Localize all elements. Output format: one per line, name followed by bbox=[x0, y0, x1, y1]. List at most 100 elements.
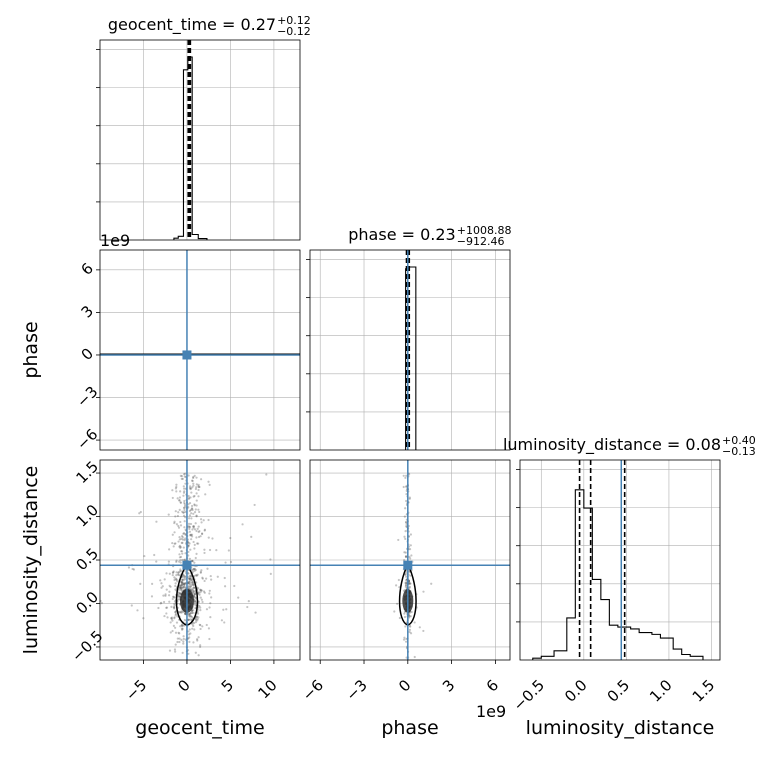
scatter-geocent_time-luminosity_distance-point bbox=[201, 532, 204, 536]
scatter-geocent_time-luminosity_distance-point bbox=[171, 489, 174, 492]
scatter-phase-luminosity_distance-point bbox=[403, 636, 406, 639]
scatter-geocent_time-luminosity_distance-point bbox=[190, 504, 194, 508]
scatter-geocent_time-luminosity_distance-point bbox=[197, 600, 200, 603]
scatter-geocent_time-luminosity_distance-point bbox=[188, 527, 191, 530]
content-layer bbox=[99, 40, 704, 660]
scatter-geocent_time-luminosity_distance-point bbox=[189, 575, 193, 578]
scatter-geocent_time-luminosity_distance-point bbox=[188, 575, 191, 578]
scatter-geocent_time-luminosity_distance-point bbox=[192, 609, 195, 612]
scatter-geocent_time-luminosity_distance-point bbox=[192, 476, 195, 480]
scatter-geocent_time-luminosity_distance-point bbox=[181, 538, 185, 541]
xtick-label-luminosity_distance: 1.0 bbox=[646, 676, 676, 706]
scatter-geocent_time-luminosity_distance-point bbox=[178, 586, 182, 589]
scatter-phase-luminosity_distance-point bbox=[410, 610, 413, 614]
scatter-phase-luminosity_distance-point bbox=[404, 476, 407, 479]
scatter-geocent_time-luminosity_distance-point bbox=[180, 474, 184, 478]
scatter-geocent_time-luminosity_distance-point bbox=[188, 577, 191, 580]
scatter-geocent_time-luminosity_distance-point bbox=[180, 638, 183, 641]
scatter-geocent_time-luminosity_distance-point bbox=[200, 589, 203, 592]
scatter-geocent_time-luminosity_distance-point bbox=[168, 548, 171, 551]
scatter-geocent_time-luminosity_distance-point bbox=[189, 578, 192, 581]
ylabel-luminosity_distance: luminosity_distance bbox=[20, 466, 42, 655]
scatter-geocent_time-luminosity_distance-point bbox=[192, 568, 195, 571]
scatter-geocent_time-luminosity_distance-point bbox=[190, 583, 193, 586]
scatter-geocent_time-luminosity_distance-point bbox=[198, 510, 201, 514]
scatter-geocent_time-luminosity_distance-point bbox=[181, 651, 184, 654]
ytick-label-phase: 0 bbox=[78, 345, 97, 364]
scatter-geocent_time-luminosity_distance-point bbox=[193, 543, 196, 546]
scatter-geocent_time-luminosity_distance-point bbox=[191, 528, 194, 531]
scatter-geocent_time-luminosity_distance-point bbox=[177, 593, 180, 597]
scatter-geocent_time-luminosity_distance-point bbox=[183, 499, 186, 503]
scatter-geocent_time-luminosity_distance-point bbox=[150, 595, 154, 598]
scatter-geocent_time-luminosity_distance-point bbox=[192, 624, 195, 628]
scatter-geocent_time-luminosity_distance-point bbox=[190, 533, 193, 536]
scatter-geocent_time-luminosity_distance-point bbox=[192, 482, 195, 485]
scatter-geocent_time-luminosity_distance-point bbox=[199, 570, 202, 573]
scatter-geocent_time-luminosity_distance-point bbox=[190, 615, 194, 619]
scatter-geocent_time-luminosity_distance-point bbox=[187, 581, 191, 584]
scatter-geocent_time-luminosity_distance-point bbox=[165, 606, 169, 609]
scatter-geocent_time-luminosity_distance-point bbox=[178, 570, 181, 573]
hist-phase-frame bbox=[309, 249, 511, 451]
scatter-geocent_time-luminosity_distance-point bbox=[197, 542, 200, 545]
scatter-phase-luminosity_distance-point bbox=[404, 555, 408, 559]
scatter-geocent_time-luminosity_distance-point bbox=[192, 583, 195, 587]
scatter-geocent_time-luminosity_distance-point bbox=[180, 581, 184, 584]
scatter-geocent_time-luminosity_distance-point bbox=[180, 581, 184, 585]
scatter-geocent_time-luminosity_distance-point bbox=[201, 600, 204, 604]
scatter-geocent_time-luminosity_distance-point bbox=[188, 582, 191, 586]
scatter-geocent_time-luminosity_distance-point bbox=[253, 503, 256, 507]
scatter-geocent_time-luminosity_distance-point bbox=[189, 534, 192, 537]
scatter-geocent_time-luminosity_distance-point bbox=[200, 598, 203, 601]
scatter-geocent_time-luminosity_distance-point bbox=[139, 510, 142, 514]
scatter-geocent_time-luminosity_distance-point bbox=[254, 611, 257, 614]
scatter-geocent_time-luminosity_distance-point bbox=[195, 552, 198, 555]
scatter-geocent_time-luminosity_distance-point bbox=[179, 474, 182, 477]
scatter-geocent_time-luminosity_distance-point bbox=[204, 493, 207, 496]
scatter-geocent_time-luminosity_distance-point bbox=[173, 602, 176, 606]
scatter-geocent_time-luminosity_distance-point bbox=[207, 480, 210, 483]
scatter-geocent_time-luminosity_distance-point bbox=[178, 545, 181, 548]
scatter-geocent_time-luminosity_distance-point bbox=[208, 589, 211, 592]
scatter-geocent_time-luminosity_distance-point bbox=[183, 575, 186, 578]
scatter-geocent_time-luminosity_distance-point bbox=[174, 577, 177, 580]
scatter-phase-luminosity_distance-point bbox=[408, 628, 411, 631]
scatter-geocent_time-luminosity_distance-point bbox=[179, 584, 183, 587]
scatter-geocent_time-luminosity_distance-point bbox=[188, 615, 191, 618]
scatter-geocent_time-luminosity_distance-point bbox=[190, 538, 193, 541]
scatter-geocent_time-luminosity_distance-point bbox=[182, 574, 185, 577]
scatter-geocent_time-luminosity_distance-point bbox=[188, 557, 192, 560]
scatter-geocent_time-luminosity_distance-point bbox=[190, 578, 193, 582]
scatter-geocent_time-luminosity_distance-point bbox=[163, 614, 166, 618]
ytick-label-luminosity_distance: 0.0 bbox=[72, 588, 102, 618]
scatter-geocent_time-luminosity_distance-point bbox=[192, 589, 195, 592]
scatter-geocent_time-luminosity_distance-point bbox=[173, 604, 176, 607]
scatter-geocent_time-luminosity_distance-point bbox=[188, 636, 191, 639]
scatter-geocent_time-luminosity_distance-point bbox=[197, 535, 201, 539]
scatter-geocent_time-luminosity_distance-point bbox=[189, 508, 192, 512]
scatter-geocent_time-luminosity_distance-point bbox=[179, 610, 182, 613]
xtick-label-geocent_time: 0 bbox=[174, 676, 193, 695]
scatter-geocent_time-luminosity_distance-point bbox=[187, 630, 190, 633]
scatter-geocent_time-luminosity_distance-point bbox=[193, 600, 197, 603]
scatter-geocent_time-luminosity_distance-point bbox=[208, 592, 211, 595]
scatter-geocent_time-luminosity_distance-point bbox=[188, 514, 192, 517]
ytick-label-phase: 3 bbox=[78, 302, 97, 321]
scatter-geocent_time-luminosity_distance-point bbox=[187, 497, 190, 501]
scatter-geocent_time-luminosity_distance-point bbox=[171, 496, 174, 500]
scatter-phase-luminosity_distance-point bbox=[405, 575, 408, 578]
scatter-geocent_time-luminosity_distance-point bbox=[188, 577, 191, 580]
scatter-phase-luminosity_distance-point bbox=[404, 573, 407, 576]
hist-luminosity_distance-title-eq: = bbox=[662, 435, 686, 454]
scatter-geocent_time-luminosity_distance-point bbox=[193, 561, 196, 564]
hist-geocent_time-title-plus: +0.12 bbox=[277, 14, 311, 27]
scatter-phase-luminosity_distance-point bbox=[404, 584, 408, 587]
scatter-phase-luminosity_distance-point bbox=[396, 602, 399, 605]
scatter-geocent_time-luminosity_distance-point bbox=[181, 583, 184, 587]
scatter-geocent_time-luminosity_distance-point bbox=[178, 611, 181, 614]
scatter-geocent_time-luminosity_distance-point bbox=[202, 590, 206, 593]
ytick-label-phase: −3 bbox=[73, 383, 101, 411]
scatter-geocent_time-luminosity_distance-point bbox=[187, 618, 190, 621]
scatter-geocent_time-luminosity_distance-point bbox=[208, 606, 211, 609]
